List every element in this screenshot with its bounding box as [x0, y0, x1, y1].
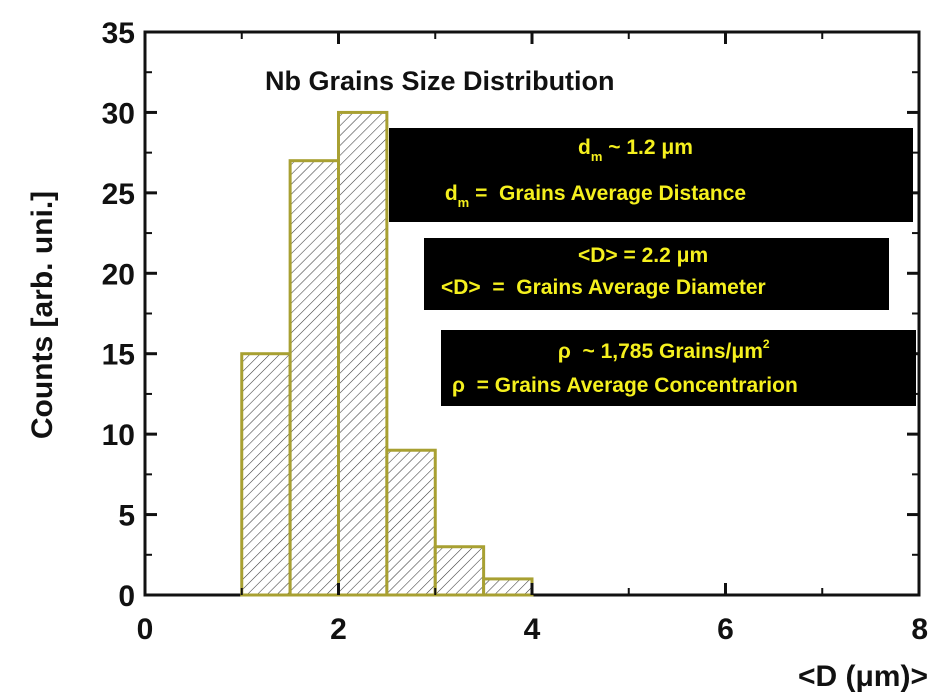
- x-tick-label-0: 0: [137, 613, 154, 646]
- annotation-concentration-line1: ρ ~ 1,785 Grains/μm2: [517, 330, 799, 363]
- y-tick-label-6: 30: [102, 97, 135, 130]
- x-axis-ticks: 0 2 4 6 8: [137, 32, 928, 646]
- histogram-bar-4: [433, 545, 486, 597]
- y-tick-label-7: 35: [102, 17, 135, 50]
- annotation-distance-box: [389, 128, 913, 222]
- histogram-bar-0: [240, 352, 292, 597]
- annotation-concentration: ρ ~ 1,785 Grains/μm2 ρ = Grains Average …: [441, 330, 916, 406]
- x-tick-label-2: 4: [524, 613, 541, 646]
- histogram-bar-2: [337, 110, 389, 597]
- x-axis-title: <D (μm)>: [798, 660, 928, 693]
- y-axis-ticks: 0 5 10 15 20 25 30 35: [102, 17, 919, 613]
- annotation-diameter-line2: <D> = Grains Average Diameter: [441, 276, 766, 299]
- chart-title: Nb Grains Size Distribution: [265, 66, 615, 96]
- histogram-bar-3: [385, 448, 437, 597]
- y-tick-label-5: 25: [102, 178, 135, 211]
- y-tick-label-0: 0: [118, 580, 135, 613]
- histogram-bars: [240, 110, 534, 597]
- annotation-distance-line1: dm ~ 1.2 μm: [578, 136, 693, 164]
- annotation-diameter-line1: <D> = 2.2 μm: [578, 244, 708, 267]
- annotation-distance-line2: dm = Grains Average Distance: [404, 182, 775, 210]
- annotation-concentration-box: [441, 330, 916, 406]
- annotation-diameter: <D> = 2.2 μm <D> = Grains Average Diamet…: [424, 238, 889, 310]
- annotation-distance: dm ~ 1.2 μm dm = Grains Average Distance: [389, 128, 913, 222]
- x-tick-label-1: 2: [330, 613, 347, 646]
- y-axis-title: Counts [arb. uni.]: [26, 191, 59, 439]
- histogram-bar-1: [288, 159, 340, 597]
- y-tick-label-2: 10: [102, 419, 135, 452]
- annotation-diameter-box: [424, 238, 889, 310]
- annotation-concentration-line2: ρ = Grains Average Concentrarion: [452, 374, 798, 397]
- y-tick-label-1: 5: [118, 500, 135, 533]
- y-tick-label-3: 15: [102, 339, 135, 372]
- x-tick-label-3: 6: [717, 613, 734, 646]
- y-tick-label-4: 20: [102, 258, 135, 291]
- histogram-bar-5: [482, 577, 534, 597]
- x-tick-label-4: 8: [911, 613, 928, 646]
